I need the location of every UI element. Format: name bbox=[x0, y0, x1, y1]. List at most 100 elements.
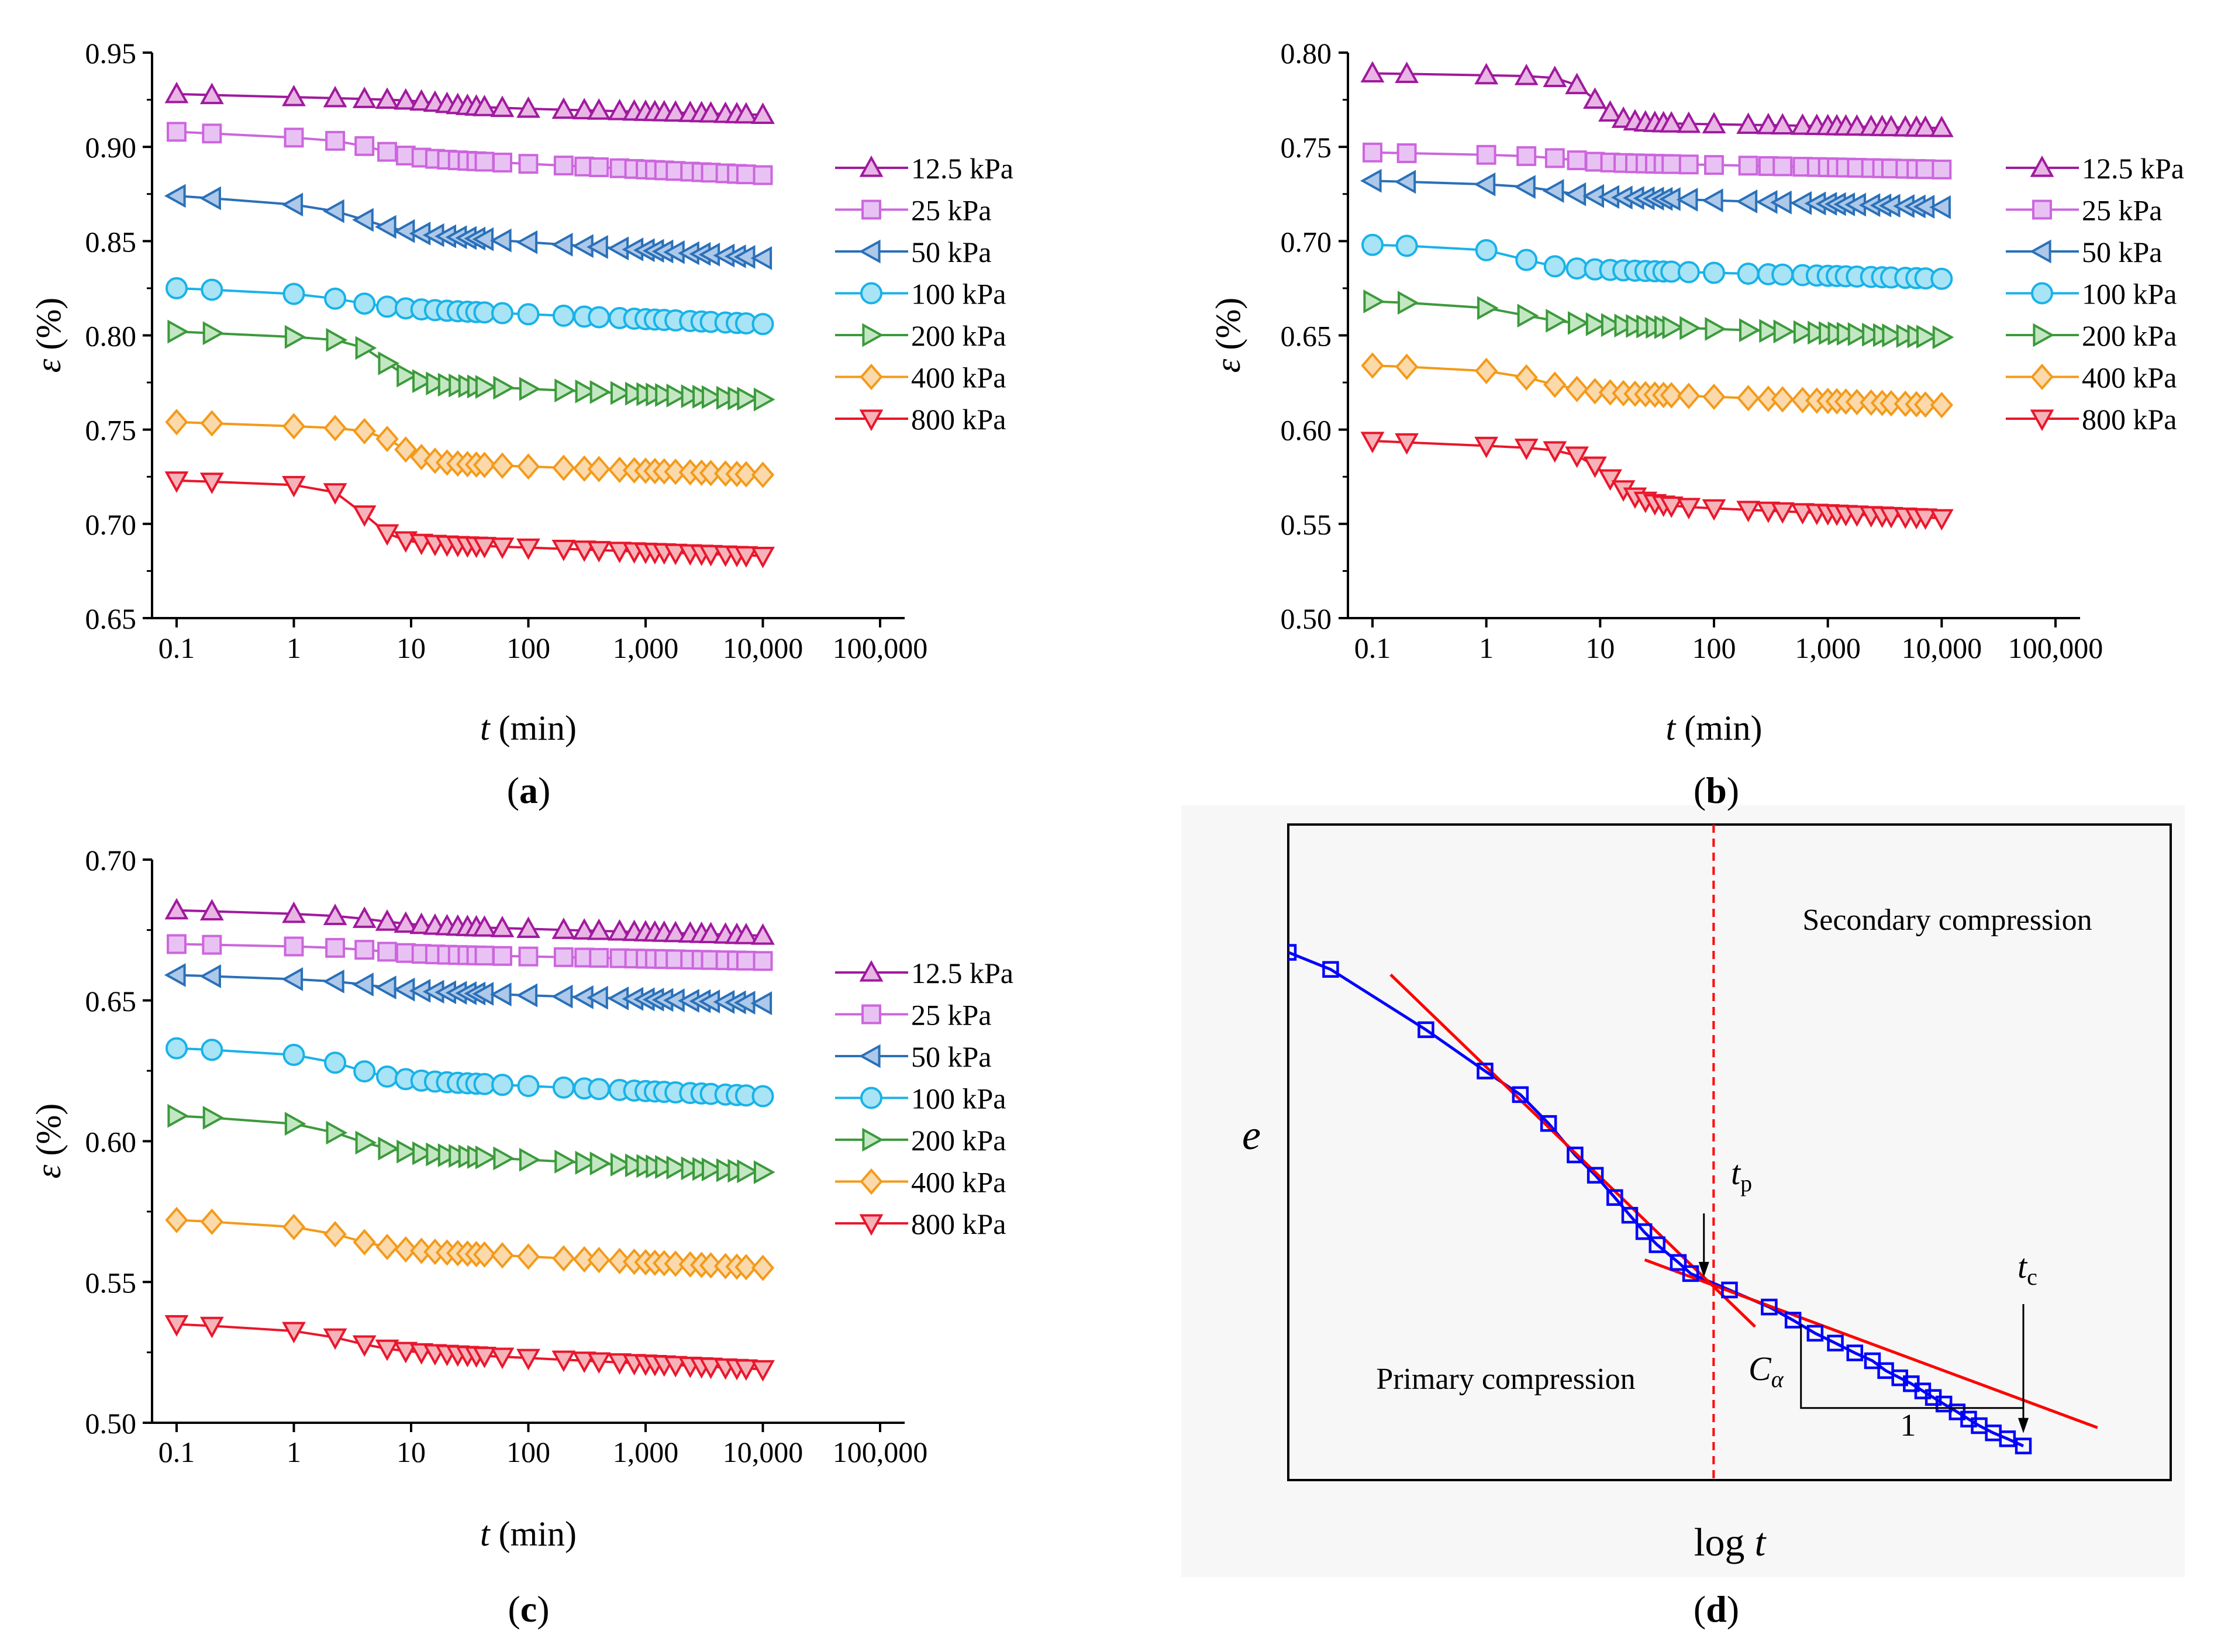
panel-label-a: (a) bbox=[507, 770, 551, 811]
data-point bbox=[552, 454, 575, 481]
data-point bbox=[490, 1347, 515, 1370]
x-tick-label: 100 bbox=[506, 1436, 550, 1468]
data-point bbox=[323, 1221, 347, 1248]
legend-entry: 100 kPa bbox=[2006, 278, 2177, 311]
data-point bbox=[409, 89, 434, 111]
data-point bbox=[282, 413, 306, 440]
data-point bbox=[1583, 378, 1607, 405]
y-tick-label: 0.55 bbox=[1281, 508, 1332, 541]
data-point bbox=[736, 950, 756, 971]
data-point bbox=[1702, 499, 1726, 521]
data-point bbox=[1660, 382, 1683, 409]
data-point bbox=[608, 919, 632, 941]
series-12-5-kpa bbox=[1360, 61, 1954, 137]
data-point bbox=[608, 1353, 632, 1375]
data-point bbox=[587, 1247, 611, 1274]
data-point bbox=[199, 1316, 224, 1339]
legend-entry: 800 kPa bbox=[835, 403, 1006, 436]
x-tick-label: 1 bbox=[287, 632, 301, 664]
data-point bbox=[2015, 1437, 2032, 1454]
legend-entry: 800 kPa bbox=[2006, 403, 2177, 436]
panel-label-b: (b) bbox=[1694, 770, 1739, 811]
data-point bbox=[1567, 150, 1587, 171]
data-point bbox=[202, 1106, 225, 1130]
data-point bbox=[587, 985, 608, 1010]
x-tick-label: 0.1 bbox=[158, 632, 195, 664]
data-point bbox=[587, 1352, 611, 1374]
data-point bbox=[412, 369, 434, 394]
data-point bbox=[1705, 317, 1727, 341]
data-point bbox=[282, 282, 305, 305]
legend-entry: 200 kPa bbox=[835, 319, 1006, 352]
data-point bbox=[552, 1245, 575, 1272]
data-point bbox=[474, 151, 495, 172]
data-point bbox=[394, 88, 418, 110]
data-point bbox=[1915, 159, 1936, 180]
data-point bbox=[491, 1074, 514, 1096]
panel-label-d: (d) bbox=[1694, 1588, 1739, 1630]
data-point bbox=[1930, 392, 1953, 419]
data-point bbox=[284, 127, 304, 148]
data-point bbox=[281, 967, 304, 991]
data-point bbox=[375, 425, 399, 453]
data-point bbox=[1677, 382, 1701, 409]
data-point bbox=[516, 538, 540, 560]
data-point bbox=[164, 898, 189, 920]
data-point bbox=[1659, 111, 1684, 133]
data-point bbox=[1626, 314, 1648, 338]
data-point bbox=[1565, 375, 1589, 402]
data-point bbox=[492, 153, 512, 173]
data-point bbox=[588, 306, 611, 329]
data-point bbox=[1784, 1312, 1802, 1329]
legend-marker bbox=[862, 323, 884, 347]
data-point bbox=[426, 371, 448, 396]
data-point bbox=[1477, 296, 1499, 320]
data-point bbox=[552, 304, 575, 327]
data-point bbox=[663, 1356, 688, 1378]
data-point bbox=[1540, 1115, 1557, 1132]
data-point bbox=[1844, 114, 1869, 136]
data-point bbox=[753, 951, 773, 971]
data-point bbox=[1515, 364, 1538, 391]
y-tick-label: 0.65 bbox=[85, 985, 137, 1018]
data-point bbox=[588, 1078, 611, 1101]
data-point bbox=[202, 934, 222, 955]
data-point bbox=[378, 351, 400, 375]
data-point bbox=[1679, 316, 1701, 340]
data-point bbox=[352, 906, 377, 928]
data-point bbox=[1322, 961, 1339, 978]
data-point bbox=[1543, 441, 1567, 463]
data-point bbox=[1703, 261, 1725, 284]
data-point bbox=[165, 409, 188, 436]
data-point bbox=[1363, 142, 1382, 163]
data-point bbox=[699, 1357, 723, 1379]
data-point bbox=[1737, 263, 1760, 285]
y-tick-label: 0.65 bbox=[85, 602, 137, 635]
x-tick-label: 100,000 bbox=[833, 1436, 928, 1468]
x-tick-label: 100 bbox=[506, 632, 550, 664]
data-point bbox=[322, 970, 344, 994]
legend-marker bbox=[859, 960, 884, 982]
y-tick-label: 0.70 bbox=[85, 508, 137, 541]
data-point bbox=[282, 901, 306, 923]
data-point bbox=[573, 1246, 596, 1273]
data-point bbox=[1544, 148, 1565, 168]
data-point bbox=[1736, 112, 1760, 134]
y-tick-label: 0.75 bbox=[1281, 131, 1332, 164]
data-point bbox=[572, 540, 596, 562]
data-point bbox=[490, 537, 515, 559]
x-axis-label: t (min) bbox=[480, 1515, 577, 1553]
x-tick-label: 10 bbox=[396, 632, 426, 664]
data-point bbox=[1808, 320, 1829, 345]
data-point bbox=[1772, 156, 1793, 177]
data-point bbox=[551, 1350, 576, 1372]
data-point bbox=[734, 923, 758, 944]
data-point bbox=[1929, 195, 1951, 219]
data-point bbox=[516, 230, 538, 254]
legend-marker bbox=[861, 1004, 881, 1025]
data-point bbox=[1583, 87, 1607, 109]
data-point bbox=[663, 100, 688, 122]
data-point bbox=[1756, 501, 1781, 523]
data-point bbox=[491, 452, 514, 479]
y-tick-label: 0.85 bbox=[85, 225, 137, 258]
